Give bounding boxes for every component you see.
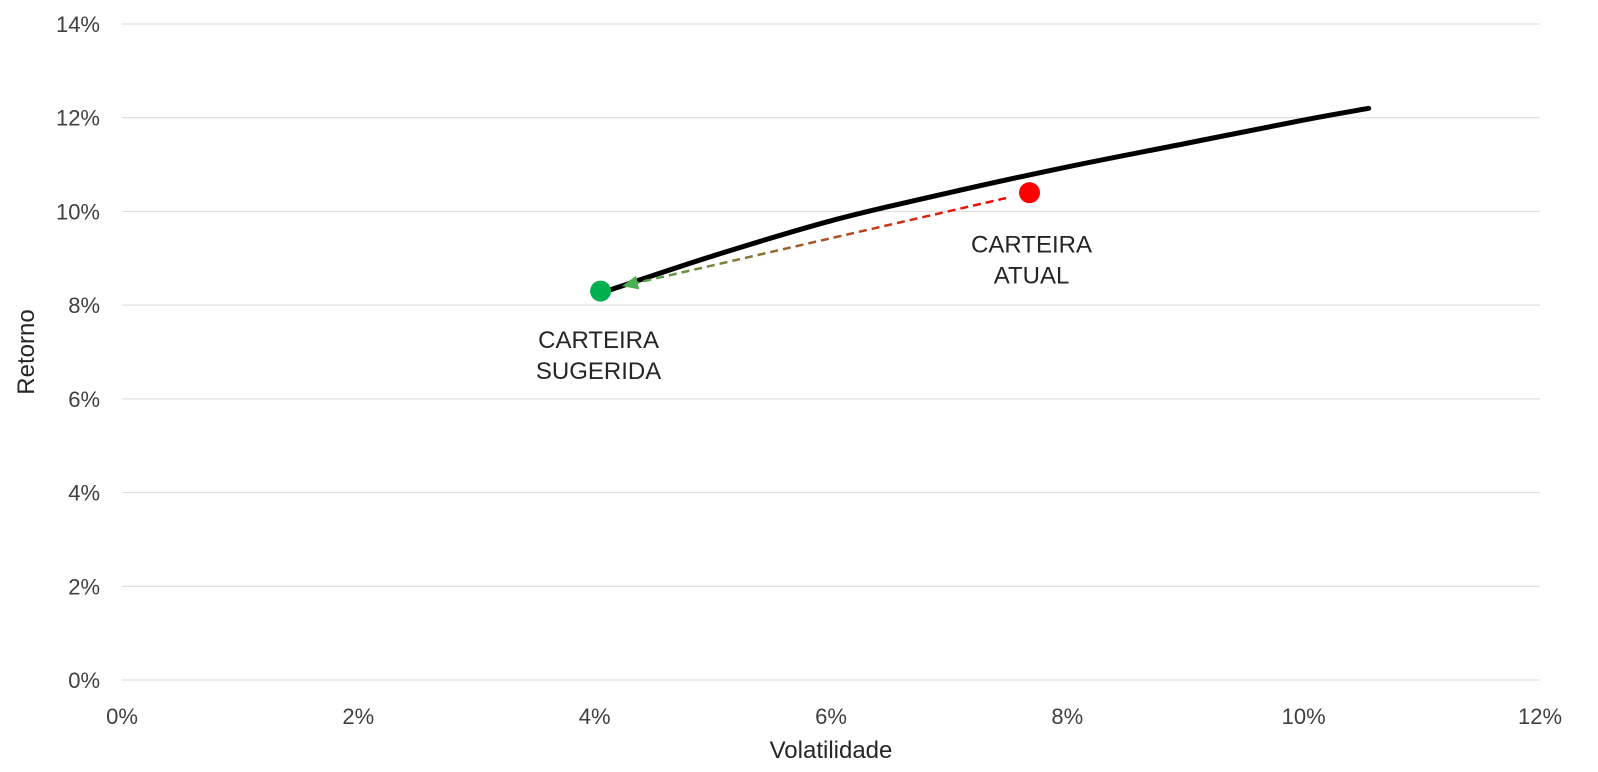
suggested-portfolio-point: [590, 280, 612, 302]
x-tick-label: 6%: [815, 704, 847, 729]
y-tick-label: 8%: [68, 293, 100, 318]
series-layer: [590, 105, 1372, 302]
x-tick-label: 2%: [342, 704, 374, 729]
annotation-line: SUGERIDA: [536, 358, 661, 385]
y-tick-labels: 0% 2% 4% 6% 8% 10% 12% 14%: [56, 12, 100, 693]
x-tick-label: 8%: [1051, 704, 1083, 729]
grid-lines: [122, 23, 1540, 681]
x-tick-label: 4%: [579, 704, 611, 729]
y-tick-label: 6%: [68, 387, 100, 412]
x-tick-label: 12%: [1518, 704, 1562, 729]
y-tick-label: 12%: [56, 106, 100, 131]
annotation-line: CARTEIRA: [538, 327, 659, 354]
annotation-line: CARTEIRA: [971, 232, 1092, 259]
y-tick-label: 10%: [56, 199, 100, 224]
x-tick-label: 0%: [106, 704, 138, 729]
current-portfolio-point: [1019, 182, 1041, 204]
suggested-portfolio-label: CARTEIRA SUGERIDA: [536, 327, 661, 385]
y-tick-label: 14%: [56, 12, 100, 37]
current-portfolio-label: CARTEIRA ATUAL: [971, 232, 1092, 290]
x-tick-label: 10%: [1282, 704, 1326, 729]
rebalance-arrow-line: [637, 196, 1007, 284]
efficient-frontier-line: [603, 105, 1372, 294]
y-tick-label: 0%: [68, 668, 100, 693]
x-tick-labels: 0% 2% 4% 6% 8% 10% 12%: [106, 704, 1562, 729]
y-tick-label: 4%: [68, 481, 100, 506]
annotation-line: ATUAL: [994, 263, 1070, 290]
rebalance-arrow-head: [622, 275, 640, 290]
y-tick-label: 2%: [68, 574, 100, 599]
y-axis-title: Retorno: [13, 309, 40, 394]
x-axis-title: Volatilidade: [770, 737, 893, 764]
annotation-layer: CARTEIRA SUGERIDA CARTEIRA ATUAL: [536, 232, 1092, 385]
